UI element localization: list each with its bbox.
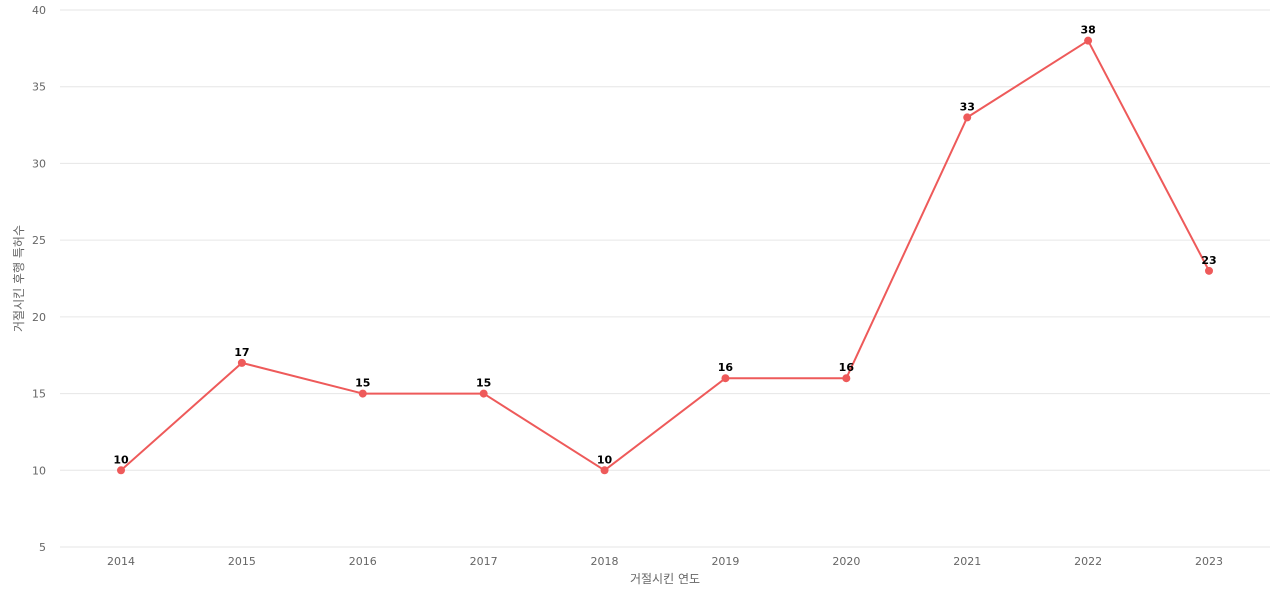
data-point[interactable] (117, 466, 125, 475)
data-point[interactable] (600, 466, 609, 475)
x-tick-label: 2018 (591, 555, 619, 568)
data-point[interactable] (721, 374, 730, 383)
data-point[interactable] (479, 389, 488, 398)
y-tick-label: 30 (32, 157, 46, 170)
y-axis-title: 거절시킨 후행 특허수 (11, 225, 26, 332)
x-tick-label: 2015 (228, 555, 256, 568)
data-point[interactable] (358, 389, 367, 398)
data-point[interactable] (963, 113, 972, 122)
x-axis-title: 거절시킨 연도 (630, 572, 700, 586)
x-tick-label: 2014 (107, 555, 135, 568)
x-axis-ticks: 2014 2015 2016 2017 2018 2019 2020 2021 2022 2023 (107, 555, 1223, 568)
series-line (120, 39, 1210, 472)
y-tick-label: 15 (32, 388, 46, 401)
data-label: 38 (1080, 24, 1095, 37)
data-labels: 10 17 15 15 10 16 16 33 38 23 (113, 24, 1216, 467)
x-tick-label: 2016 (349, 555, 377, 568)
series-layer (117, 36, 1213, 475)
y-axis-ticks: 5 10 15 20 25 30 35 40 (32, 4, 46, 554)
grid-layer (60, 9, 1270, 548)
data-point[interactable] (842, 374, 851, 383)
y-tick-label: 20 (32, 311, 46, 324)
data-label: 15 (355, 377, 370, 390)
data-label: 15 (476, 377, 491, 390)
y-tick-label: 10 (32, 464, 46, 477)
data-point[interactable] (1205, 266, 1213, 275)
data-label: 33 (960, 100, 975, 113)
x-tick-label: 2023 (1195, 555, 1223, 568)
data-label: 23 (1201, 254, 1216, 267)
data-point[interactable] (237, 358, 246, 367)
y-tick-label: 5 (39, 541, 46, 554)
y-tick-label: 35 (32, 81, 46, 94)
y-tick-label: 40 (32, 4, 46, 17)
data-label: 10 (113, 453, 129, 466)
data-label: 16 (718, 361, 734, 374)
x-tick-label: 2020 (832, 555, 860, 568)
x-tick-label: 2022 (1074, 555, 1102, 568)
x-tick-label: 2017 (470, 555, 498, 568)
data-label: 16 (839, 361, 855, 374)
y-tick-label: 25 (32, 234, 46, 247)
x-tick-label: 2019 (711, 555, 739, 568)
data-point[interactable] (1084, 36, 1093, 45)
data-label: 17 (234, 346, 249, 359)
data-label: 10 (597, 453, 613, 466)
x-tick-label: 2021 (953, 555, 981, 568)
